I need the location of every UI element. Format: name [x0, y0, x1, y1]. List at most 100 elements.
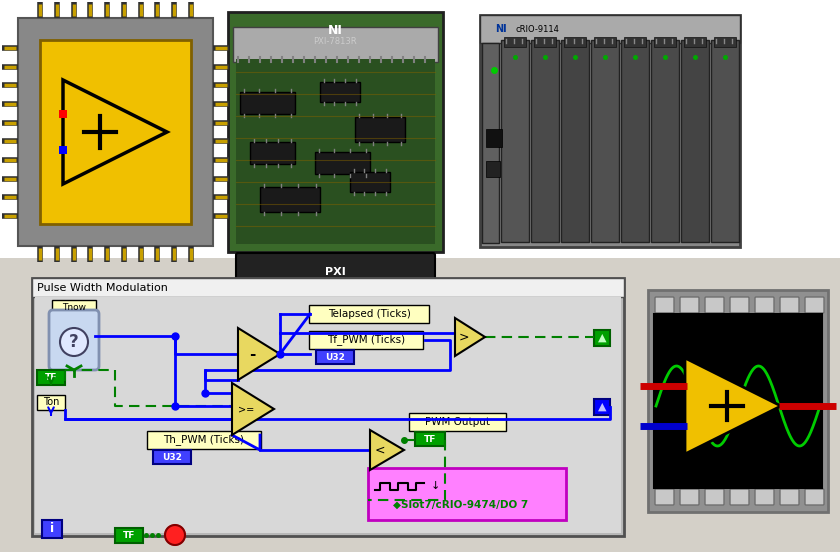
FancyBboxPatch shape	[236, 253, 435, 289]
Text: Tnow: Tnow	[62, 302, 86, 311]
Text: Pulse Width Modulation: Pulse Width Modulation	[37, 283, 168, 293]
FancyBboxPatch shape	[49, 310, 99, 370]
Text: ↓: ↓	[430, 481, 439, 491]
FancyBboxPatch shape	[805, 489, 824, 505]
FancyBboxPatch shape	[315, 152, 370, 174]
FancyBboxPatch shape	[486, 161, 500, 177]
Text: cRIO-9114: cRIO-9114	[515, 24, 559, 34]
FancyBboxPatch shape	[594, 37, 616, 47]
FancyBboxPatch shape	[0, 0, 840, 258]
FancyBboxPatch shape	[755, 489, 774, 505]
FancyBboxPatch shape	[415, 432, 445, 446]
FancyBboxPatch shape	[621, 40, 649, 242]
FancyBboxPatch shape	[482, 43, 499, 243]
FancyBboxPatch shape	[309, 305, 429, 323]
Text: TF: TF	[45, 373, 57, 382]
FancyBboxPatch shape	[564, 37, 586, 47]
Text: Th_PWM (Ticks): Th_PWM (Ticks)	[164, 434, 244, 445]
Text: PXI-7813R: PXI-7813R	[313, 38, 357, 46]
FancyBboxPatch shape	[320, 82, 360, 102]
Polygon shape	[370, 430, 404, 470]
FancyBboxPatch shape	[531, 40, 559, 242]
Text: <: <	[375, 443, 386, 457]
FancyBboxPatch shape	[59, 110, 67, 118]
FancyBboxPatch shape	[52, 300, 96, 314]
Text: NI: NI	[328, 24, 343, 36]
FancyBboxPatch shape	[35, 297, 621, 533]
FancyBboxPatch shape	[714, 37, 736, 47]
FancyBboxPatch shape	[486, 129, 502, 147]
FancyBboxPatch shape	[534, 37, 556, 47]
FancyBboxPatch shape	[250, 142, 295, 164]
Text: i: i	[50, 523, 54, 535]
FancyBboxPatch shape	[309, 331, 423, 349]
FancyBboxPatch shape	[40, 40, 191, 224]
Text: Telapsed (Ticks): Telapsed (Ticks)	[328, 309, 411, 319]
FancyBboxPatch shape	[37, 395, 65, 410]
FancyBboxPatch shape	[591, 40, 619, 242]
FancyBboxPatch shape	[624, 37, 646, 47]
FancyBboxPatch shape	[32, 278, 624, 536]
FancyBboxPatch shape	[780, 489, 799, 505]
FancyBboxPatch shape	[651, 40, 679, 242]
FancyBboxPatch shape	[730, 297, 749, 313]
FancyBboxPatch shape	[233, 27, 438, 62]
Polygon shape	[63, 80, 167, 184]
FancyBboxPatch shape	[42, 520, 62, 538]
Text: U32: U32	[325, 353, 345, 362]
Text: ◆Slot7/cRIO-9474/DO 7: ◆Slot7/cRIO-9474/DO 7	[393, 500, 528, 510]
Text: ▲: ▲	[598, 333, 606, 343]
Circle shape	[60, 328, 88, 356]
Text: >=: >=	[238, 404, 255, 414]
FancyBboxPatch shape	[228, 12, 443, 252]
FancyBboxPatch shape	[780, 297, 799, 313]
FancyBboxPatch shape	[561, 40, 589, 242]
FancyBboxPatch shape	[350, 172, 390, 192]
FancyBboxPatch shape	[480, 15, 740, 247]
FancyBboxPatch shape	[730, 489, 749, 505]
FancyBboxPatch shape	[755, 297, 774, 313]
FancyBboxPatch shape	[711, 40, 739, 242]
FancyBboxPatch shape	[147, 431, 261, 449]
FancyBboxPatch shape	[409, 413, 506, 431]
FancyBboxPatch shape	[240, 92, 295, 114]
Text: PXI: PXI	[324, 267, 345, 277]
FancyBboxPatch shape	[115, 528, 143, 543]
FancyBboxPatch shape	[480, 15, 740, 43]
Text: -: -	[249, 347, 255, 362]
FancyBboxPatch shape	[316, 350, 354, 364]
FancyBboxPatch shape	[355, 117, 405, 142]
FancyBboxPatch shape	[654, 314, 822, 488]
FancyBboxPatch shape	[368, 468, 566, 520]
Text: U32: U32	[162, 453, 182, 461]
FancyBboxPatch shape	[153, 450, 191, 464]
Text: >: >	[459, 331, 470, 343]
FancyBboxPatch shape	[648, 290, 828, 512]
FancyBboxPatch shape	[681, 40, 709, 242]
FancyBboxPatch shape	[37, 370, 65, 385]
FancyBboxPatch shape	[655, 297, 674, 313]
FancyBboxPatch shape	[59, 146, 67, 154]
Polygon shape	[455, 318, 485, 356]
Text: NI: NI	[495, 24, 507, 34]
FancyBboxPatch shape	[655, 489, 674, 505]
Text: Ton: Ton	[43, 397, 59, 407]
FancyBboxPatch shape	[504, 37, 526, 47]
Text: ?: ?	[69, 333, 79, 351]
Text: TF: TF	[424, 434, 436, 443]
FancyBboxPatch shape	[18, 18, 213, 246]
FancyBboxPatch shape	[594, 399, 610, 415]
Text: PWM Output: PWM Output	[425, 417, 490, 427]
Text: Tf_PWM (Ticks): Tf_PWM (Ticks)	[327, 335, 405, 346]
FancyBboxPatch shape	[654, 37, 676, 47]
FancyBboxPatch shape	[805, 297, 824, 313]
FancyBboxPatch shape	[260, 187, 320, 212]
FancyBboxPatch shape	[236, 59, 435, 244]
FancyBboxPatch shape	[594, 330, 610, 346]
FancyBboxPatch shape	[705, 489, 724, 505]
Polygon shape	[232, 383, 274, 435]
Text: ▲: ▲	[598, 402, 606, 412]
FancyBboxPatch shape	[705, 297, 724, 313]
FancyBboxPatch shape	[684, 37, 706, 47]
FancyBboxPatch shape	[680, 297, 699, 313]
